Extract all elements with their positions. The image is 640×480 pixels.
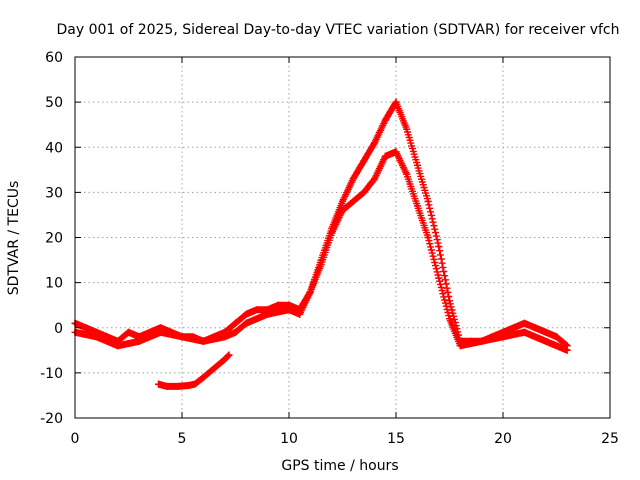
data-point <box>154 380 162 388</box>
data-point <box>242 319 250 327</box>
y-axis-label: SDTVAR / TECUs <box>6 181 22 296</box>
series-markers <box>71 98 570 349</box>
data-point <box>339 197 346 205</box>
data-point <box>82 324 90 332</box>
data-point <box>563 346 571 354</box>
data-point <box>163 382 171 390</box>
y-tick-label: -20 <box>40 411 63 427</box>
data-point <box>232 319 239 327</box>
data-point <box>392 148 400 156</box>
data-point <box>210 364 218 372</box>
data-point <box>553 333 560 341</box>
data-point <box>349 197 357 205</box>
data-point <box>232 328 239 336</box>
grid-lines <box>75 57 610 418</box>
x-axis-label: GPS time / hours <box>281 458 398 474</box>
data-point <box>413 161 421 169</box>
data-point <box>221 333 229 341</box>
data-point <box>184 382 192 390</box>
data-point <box>274 301 282 309</box>
data-point <box>199 337 207 345</box>
y-tick-label: -10 <box>40 366 63 382</box>
data-point <box>317 261 325 269</box>
data-point <box>392 98 400 106</box>
y-tick-label: 30 <box>45 185 63 201</box>
y-tick-label: 20 <box>45 231 63 247</box>
data-point <box>285 306 293 314</box>
data-point <box>424 197 432 205</box>
data-point <box>178 333 186 341</box>
data-point <box>424 234 432 241</box>
data-point <box>135 337 143 345</box>
data-point <box>264 310 272 318</box>
data-point <box>531 324 539 332</box>
data-point <box>157 328 165 336</box>
data-point <box>306 288 314 296</box>
data-point <box>349 175 357 183</box>
y-tick-label: 0 <box>54 321 63 337</box>
data-point <box>339 206 346 214</box>
data-point <box>520 328 528 336</box>
data-point <box>221 355 229 363</box>
data-point <box>510 324 518 332</box>
x-tick-label: 25 <box>601 431 619 447</box>
data-point <box>446 315 453 323</box>
data-point <box>520 319 528 327</box>
data-point <box>199 373 207 381</box>
y-tick-label: 60 <box>45 50 63 66</box>
data-point <box>371 139 379 147</box>
data-point <box>360 188 368 196</box>
data-point <box>499 333 507 341</box>
data-point <box>542 337 550 345</box>
data-point <box>191 380 199 388</box>
data-point <box>242 310 250 318</box>
data-point <box>435 243 443 251</box>
data-point <box>174 382 182 390</box>
data-point <box>413 202 421 210</box>
data-series <box>71 98 571 390</box>
x-tick-label: 15 <box>387 431 405 447</box>
x-tick-label: 10 <box>280 431 298 447</box>
data-point <box>381 116 389 124</box>
data-point <box>253 306 261 314</box>
data-point <box>435 274 443 282</box>
data-point <box>381 152 389 160</box>
y-tick-label: 10 <box>45 276 63 292</box>
x-tick-label: 20 <box>494 431 512 447</box>
chart-title: Day 001 of 2025, Sidereal Day-to-day VTE… <box>56 22 619 38</box>
series-markers <box>71 148 570 354</box>
series-main-track <box>71 98 571 350</box>
x-tick-label: 5 <box>178 431 187 447</box>
data-point <box>125 328 132 336</box>
data-point <box>114 342 122 350</box>
data-point <box>92 333 100 341</box>
y-tick-label: 40 <box>45 140 63 156</box>
axis-ticks: 0 5 10 15 20 25 -20 -10 0 10 20 30 40 50 60 <box>40 50 619 447</box>
y-tick-label: 50 <box>45 95 63 111</box>
data-point <box>360 157 368 165</box>
data-point <box>371 175 379 183</box>
data-point <box>478 337 486 345</box>
x-tick-label: 0 <box>71 431 80 447</box>
series-secondary-track <box>71 148 571 354</box>
data-point <box>296 310 304 318</box>
data-point <box>456 342 464 350</box>
data-point <box>328 229 336 237</box>
data-point <box>225 351 233 359</box>
series-low-segment <box>154 351 233 390</box>
data-point <box>542 328 550 336</box>
data-point <box>403 125 411 133</box>
data-point <box>403 170 411 178</box>
